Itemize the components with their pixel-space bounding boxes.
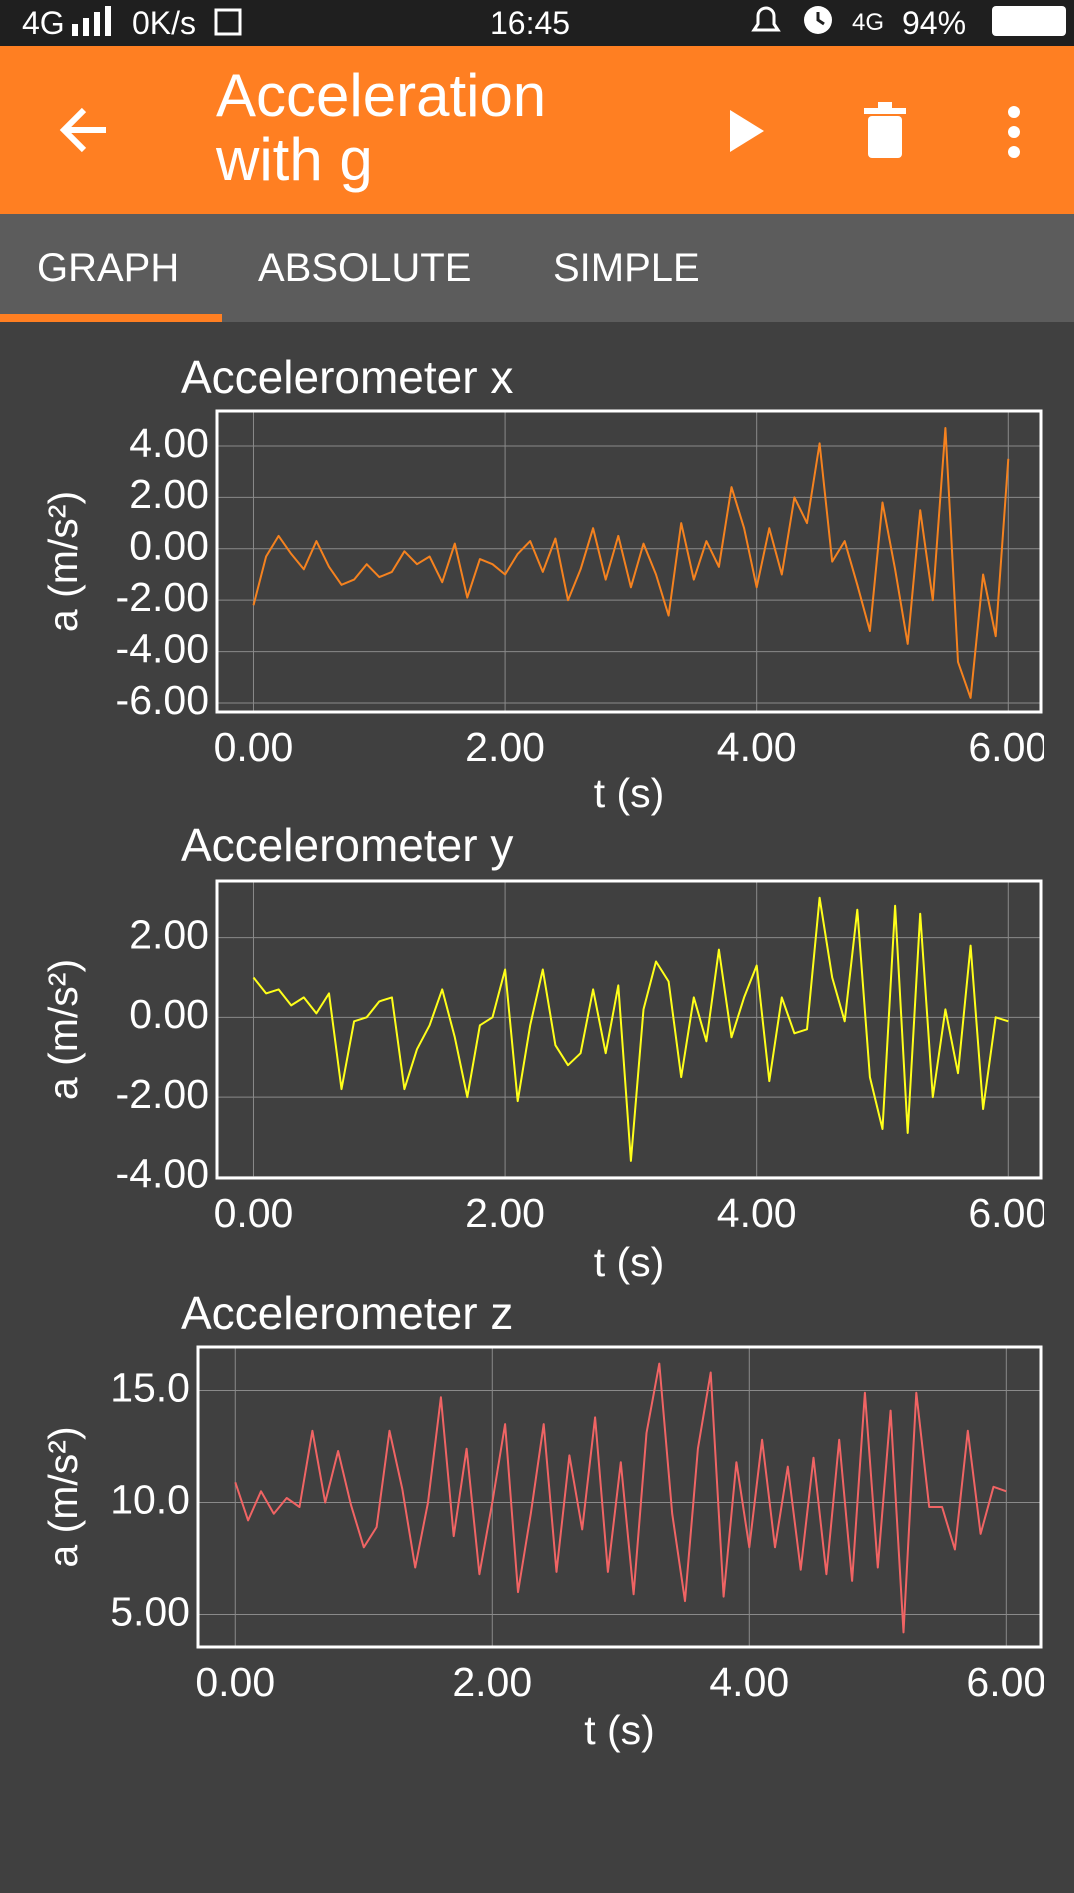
x-tick-label: 2.00 <box>465 724 545 770</box>
y-tick-label: 2.00 <box>129 471 209 517</box>
s-icon <box>214 8 242 36</box>
delete-button[interactable] <box>862 102 908 160</box>
tab-indicator <box>0 314 222 322</box>
time: 16:45 <box>490 5 571 41</box>
tab[interactable]: ABSOLUTE <box>258 246 472 290</box>
data-line <box>234 1362 1007 1634</box>
battery-icon <box>992 6 1066 36</box>
y-axis-label: a (m/s²) <box>40 1426 86 1567</box>
x-axis-label: t (s) <box>584 1707 655 1753</box>
x-tick-label: 2.00 <box>465 1190 545 1236</box>
y-tick-label: -2.00 <box>116 1071 209 1117</box>
y-tick-label: -4.00 <box>116 1151 209 1197</box>
y-tick-label: -4.00 <box>116 625 209 671</box>
chart-title: Accelerometer y <box>181 819 513 871</box>
x-axis-label: t (s) <box>594 1239 665 1285</box>
more-button[interactable] <box>1000 104 1028 160</box>
title-line-2: with g <box>216 126 373 193</box>
x-tick-label: 0.00 <box>214 724 294 770</box>
tab[interactable]: SIMPLE <box>553 246 700 290</box>
plot-frame <box>215 879 1043 1180</box>
data-line <box>252 427 1010 699</box>
y-tick-label: 0.00 <box>129 991 209 1037</box>
speed: 0K/s <box>132 5 197 41</box>
x-tick-label: 0.00 <box>214 1190 294 1236</box>
y-tick-label: -6.00 <box>116 677 209 723</box>
y-tick-label: 10.0 <box>110 1476 190 1522</box>
y-tick-label: 0.00 <box>129 523 209 569</box>
battery: 94% <box>902 5 967 41</box>
y-tick-label: 4.00 <box>129 420 209 466</box>
data-line <box>252 896 1009 1162</box>
back-button[interactable] <box>56 102 112 158</box>
network-2: 4G <box>852 9 885 36</box>
network: 4G <box>22 5 65 41</box>
y-tick-label: 2.00 <box>129 911 209 957</box>
x-tick-label: 4.00 <box>717 724 797 770</box>
y-tick-label: -2.00 <box>116 574 209 620</box>
x-tick-label: 4.00 <box>717 1190 797 1236</box>
tab[interactable]: GRAPH <box>37 246 180 290</box>
x-tick-label: 2.00 <box>452 1659 532 1705</box>
x-tick-label: 6.00 <box>968 1190 1044 1236</box>
signal-icon <box>72 6 111 36</box>
chart-title: Accelerometer z <box>181 1287 513 1339</box>
y-axis-label: a (m/s²) <box>40 959 86 1100</box>
play-button[interactable] <box>726 108 766 154</box>
tab-bar: GRAPH ABSOLUTE SIMPLE <box>0 214 1074 322</box>
chart: Accelerometer x -6.00 -4.00 -2.00 0.00 2.00 4.… <box>40 351 1044 816</box>
y-axis-label: a (m/s²) <box>40 491 86 632</box>
x-tick-label: 6.00 <box>968 724 1044 770</box>
app-bar: Acceleration with g <box>0 46 1074 214</box>
charts: Accelerometer x -6.00 -4.00 -2.00 0.00 2.00 4.… <box>40 351 1044 1753</box>
x-tick-label: 0.00 <box>195 1659 275 1705</box>
chart-title: Accelerometer x <box>181 351 513 403</box>
plot-frame <box>215 409 1043 714</box>
plot-frame <box>196 1345 1043 1649</box>
chart: Accelerometer y -4.00 -2.00 0.00 2.00 0.00 2.0… <box>40 819 1044 1285</box>
y-tick-label: 15.0 <box>110 1364 190 1410</box>
title-line-1: Acceleration <box>216 62 547 129</box>
x-tick-label: 6.00 <box>966 1659 1044 1705</box>
chart: Accelerometer z 5.00 10.0 15.0 0.00 2.00 4.00 6… <box>40 1287 1044 1753</box>
status-icons <box>751 6 832 34</box>
x-tick-label: 4.00 <box>709 1659 789 1705</box>
status-bar: 4G 0K/s 16:45 4G 94% <box>0 0 1074 46</box>
y-tick-label: 5.00 <box>110 1588 190 1634</box>
x-axis-label: t (s) <box>594 770 665 816</box>
